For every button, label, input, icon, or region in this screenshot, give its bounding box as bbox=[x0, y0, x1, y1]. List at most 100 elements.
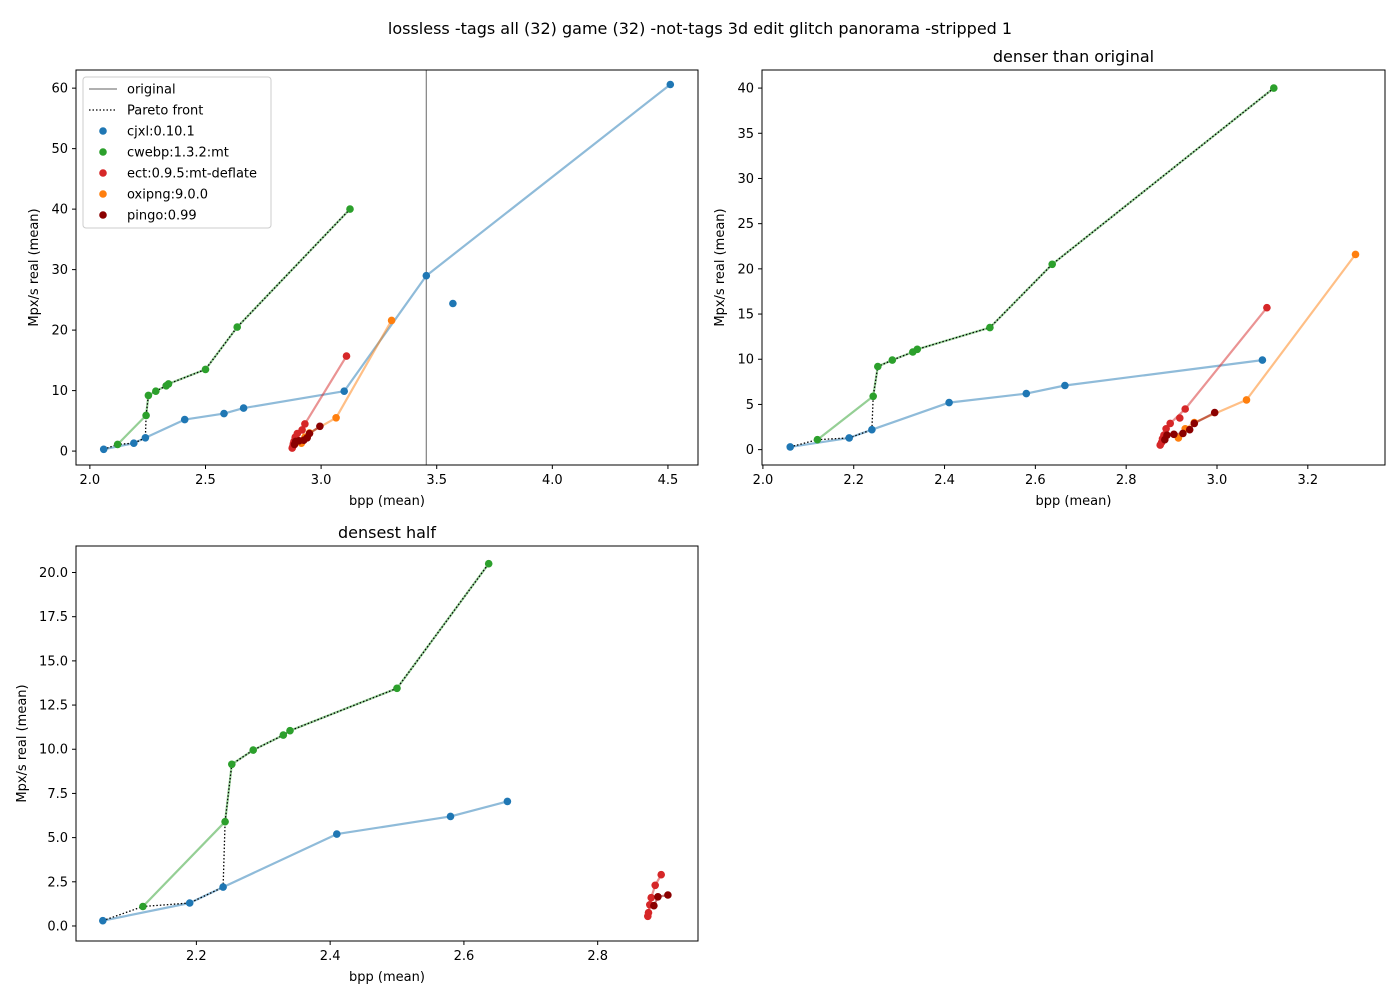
legend-label-original: original bbox=[127, 83, 176, 98]
x-tick-label: 4.5 bbox=[658, 473, 679, 488]
legend-swatch-cjxl-0-10-1 bbox=[99, 127, 107, 135]
point-pingo-0-99 bbox=[1190, 419, 1199, 428]
point-cjxl-0-10-1 bbox=[340, 387, 349, 396]
legend-label-cjxl-0-10-1: cjxl:0.10.1 bbox=[127, 125, 195, 140]
point-cjxl-0-10-1 bbox=[845, 434, 853, 442]
x-tick-label: 2.0 bbox=[753, 473, 774, 488]
point-pingo-0-99 bbox=[1185, 425, 1194, 434]
legend-label-ect-0-9-5-mt-deflate: ect:0.9.5:mt-deflate bbox=[127, 167, 257, 182]
legend-label-pingo-0-99: pingo:0.99 bbox=[127, 209, 197, 224]
point-cjxl-0-10-1 bbox=[219, 883, 227, 891]
point-cwebp-1-3-2-mt bbox=[233, 323, 241, 331]
point-ect-0-9-5-mt-deflate bbox=[1176, 414, 1184, 422]
legend-swatch-ect-0-9-5-mt-deflate bbox=[99, 169, 107, 177]
point-pingo-0-99 bbox=[650, 901, 658, 910]
series-line-ect-0-9-5-mt-deflate bbox=[1159, 307, 1268, 446]
y-tick-label: 35 bbox=[737, 127, 754, 142]
point-cjxl-0-10-1 bbox=[141, 434, 150, 442]
x-tick-label: 4.0 bbox=[542, 473, 563, 488]
point-pingo-0-99 bbox=[1210, 408, 1219, 417]
legend-swatch-pingo-0-99 bbox=[99, 211, 107, 219]
y-axis-label: Mpx/s real (mean) bbox=[15, 684, 30, 802]
point-cjxl-0-10-1 bbox=[220, 409, 228, 418]
y-tick-label: 30 bbox=[737, 172, 754, 187]
series-line-cjxl-0-10-1 bbox=[790, 359, 1263, 448]
y-tick-label: 7.5 bbox=[47, 787, 68, 802]
point-ect-0-9-5-mt-deflate bbox=[647, 893, 655, 902]
legend-label-pareto-front: Pareto front bbox=[127, 104, 203, 119]
y-tick-label: 0.0 bbox=[47, 919, 68, 934]
point-cjxl-0-10-1 bbox=[185, 899, 194, 907]
point-cwebp-1-3-2-mt bbox=[201, 365, 210, 374]
point-ect-0-9-5-mt-deflate bbox=[1263, 303, 1271, 312]
point-cwebp-1-3-2-mt bbox=[164, 380, 173, 388]
axes-title: denser than original bbox=[993, 47, 1154, 66]
x-tick-label: 2.2 bbox=[843, 473, 864, 488]
point-ect-0-9-5-mt-deflate bbox=[1162, 425, 1170, 433]
y-tick-label: 20.0 bbox=[39, 566, 68, 581]
point-cwebp-1-3-2-mt bbox=[869, 392, 877, 401]
series-line-cwebp-1-3-2-mt bbox=[816, 87, 1275, 441]
point-cjxl-0-10-1 bbox=[99, 445, 108, 454]
point-oxipng-9-0-0 bbox=[1351, 250, 1360, 259]
x-tick-label: 2.4 bbox=[934, 473, 955, 488]
x-tick-label: 2.4 bbox=[320, 949, 341, 964]
figure-title: lossless -tags all (32) game (32) -not-t… bbox=[388, 19, 1012, 38]
x-axis-label: bpp (mean) bbox=[349, 970, 425, 985]
plot-area bbox=[99, 559, 672, 925]
point-cjxl-0-10-1 bbox=[1022, 389, 1031, 398]
point-pingo-0-99 bbox=[654, 893, 662, 901]
y-tick-label: 15.0 bbox=[39, 654, 68, 669]
x-tick-label: 3.2 bbox=[1297, 473, 1318, 488]
point-cjxl-0-10-1 bbox=[1258, 356, 1267, 364]
point-cjxl-0-10-1 bbox=[180, 415, 189, 424]
legend: original Pareto front cjxl:0.10.1 cwebp:1.3… bbox=[82, 76, 272, 229]
axes-frame bbox=[761, 69, 1386, 466]
axes-denser-than-original: 2.0 2.2 2.4 2.6 2.8 3.0 3.2 0 5 10 15 20 25 30 35 40 bpp… bbox=[713, 47, 1386, 509]
pareto-front bbox=[790, 87, 1275, 448]
x-tick-label: 2.8 bbox=[1116, 473, 1137, 488]
point-cjxl-0-10-1 bbox=[786, 443, 794, 451]
series-line-cjxl-0-10-1 bbox=[102, 800, 508, 922]
x-tick-label: 2.6 bbox=[1025, 473, 1046, 488]
x-tick-label: 3.0 bbox=[311, 473, 332, 488]
point-ect-0-9-5-mt-deflate bbox=[342, 352, 351, 360]
axes-frame bbox=[75, 69, 699, 466]
y-tick-label: 10 bbox=[51, 384, 68, 399]
axes-densest-half: 2.2 2.4 2.6 2.8 0.0 2.5 5.0 7.5 10.0 12.5 15.0 17.5… bbox=[15, 523, 699, 985]
y-tick-label: 10 bbox=[737, 353, 754, 368]
point-cwebp-1-3-2-mt bbox=[393, 684, 401, 693]
point-ect-0-9-5-mt-deflate bbox=[644, 908, 653, 917]
point-cwebp-1-3-2-mt bbox=[279, 731, 288, 739]
point-cwebp-1-3-2-mt bbox=[144, 391, 153, 400]
point-pingo-0-99 bbox=[1179, 429, 1187, 438]
y-tick-label: 2.5 bbox=[47, 875, 68, 890]
y-tick-label: 15 bbox=[737, 308, 754, 323]
y-tick-label: 40 bbox=[737, 82, 754, 97]
point-cjxl-0-10-1 bbox=[130, 439, 138, 448]
y-tick-label: 12.5 bbox=[39, 699, 68, 714]
x-axis-label: bpp (mean) bbox=[349, 494, 425, 509]
y-axis-label: Mpx/s real (mean) bbox=[27, 208, 42, 326]
legend-label-oxipng-9-0-0: oxipng:9.0.0 bbox=[127, 188, 208, 203]
x-tick-label: 2.8 bbox=[587, 949, 608, 964]
point-cwebp-1-3-2-mt bbox=[874, 362, 882, 371]
y-tick-label: 17.5 bbox=[39, 610, 68, 625]
point-ect-0-9-5-mt-deflate bbox=[298, 426, 306, 434]
point-cwebp-1-3-2-mt bbox=[1048, 260, 1056, 269]
point-cwebp-1-3-2-mt bbox=[813, 435, 822, 444]
point-cwebp-1-3-2-mt bbox=[142, 411, 150, 420]
point-pingo-0-99 bbox=[305, 429, 314, 438]
point-cwebp-1-3-2-mt bbox=[152, 387, 160, 396]
point-ect-0-9-5-mt-deflate bbox=[1181, 405, 1189, 413]
point-cwebp-1-3-2-mt bbox=[228, 760, 236, 769]
x-tick-label: 3.0 bbox=[1207, 473, 1228, 488]
x-axis-label: bpp (mean) bbox=[1036, 494, 1112, 509]
point-cjxl-0-10-1 bbox=[99, 916, 107, 925]
point-cwebp-1-3-2-mt bbox=[1270, 84, 1278, 92]
y-tick-label: 0 bbox=[746, 443, 754, 458]
point-ect-0-9-5-mt-deflate bbox=[657, 870, 665, 879]
point-oxipng-9-0-0 bbox=[1242, 396, 1251, 404]
y-tick-label: 40 bbox=[51, 203, 68, 218]
